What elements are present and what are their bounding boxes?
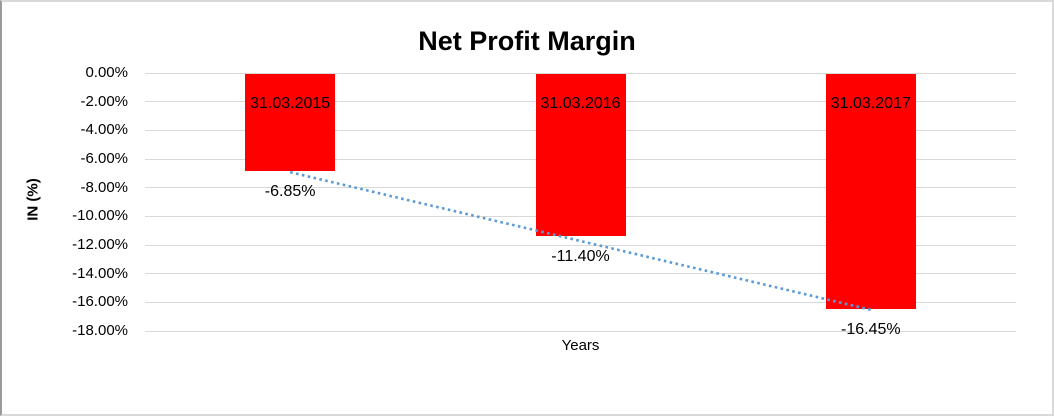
gridline <box>145 72 1016 74</box>
value-label: -11.40% <box>551 248 610 266</box>
y-tick-label: -4.00% <box>80 121 128 139</box>
value-label: -16.45% <box>841 320 901 338</box>
y-tick-label: -12.00% <box>72 236 128 253</box>
category-label: 31.03.2016 <box>540 95 621 112</box>
bar <box>245 74 336 172</box>
category-label: 31.03.2015 <box>250 95 331 112</box>
y-tick-label: -8.00% <box>80 178 128 196</box>
y-tick-label: -14.00% <box>72 264 128 282</box>
x-axis-title: Years <box>561 337 600 354</box>
y-tick-label: 0.00% <box>85 64 128 81</box>
y-tick-label: -18.00% <box>72 322 128 339</box>
chart-title: Net Profit Margin <box>418 26 636 56</box>
category-label: 31.03.2017 <box>830 95 911 112</box>
y-tick-label: -16.00% <box>72 293 128 311</box>
gridline <box>145 330 1016 332</box>
value-label: -6.85% <box>264 183 316 201</box>
y-tick-label: -6.00% <box>80 150 128 167</box>
y-tick-label: -2.00% <box>80 92 128 110</box>
y-tick-label: -10.00% <box>72 207 128 225</box>
